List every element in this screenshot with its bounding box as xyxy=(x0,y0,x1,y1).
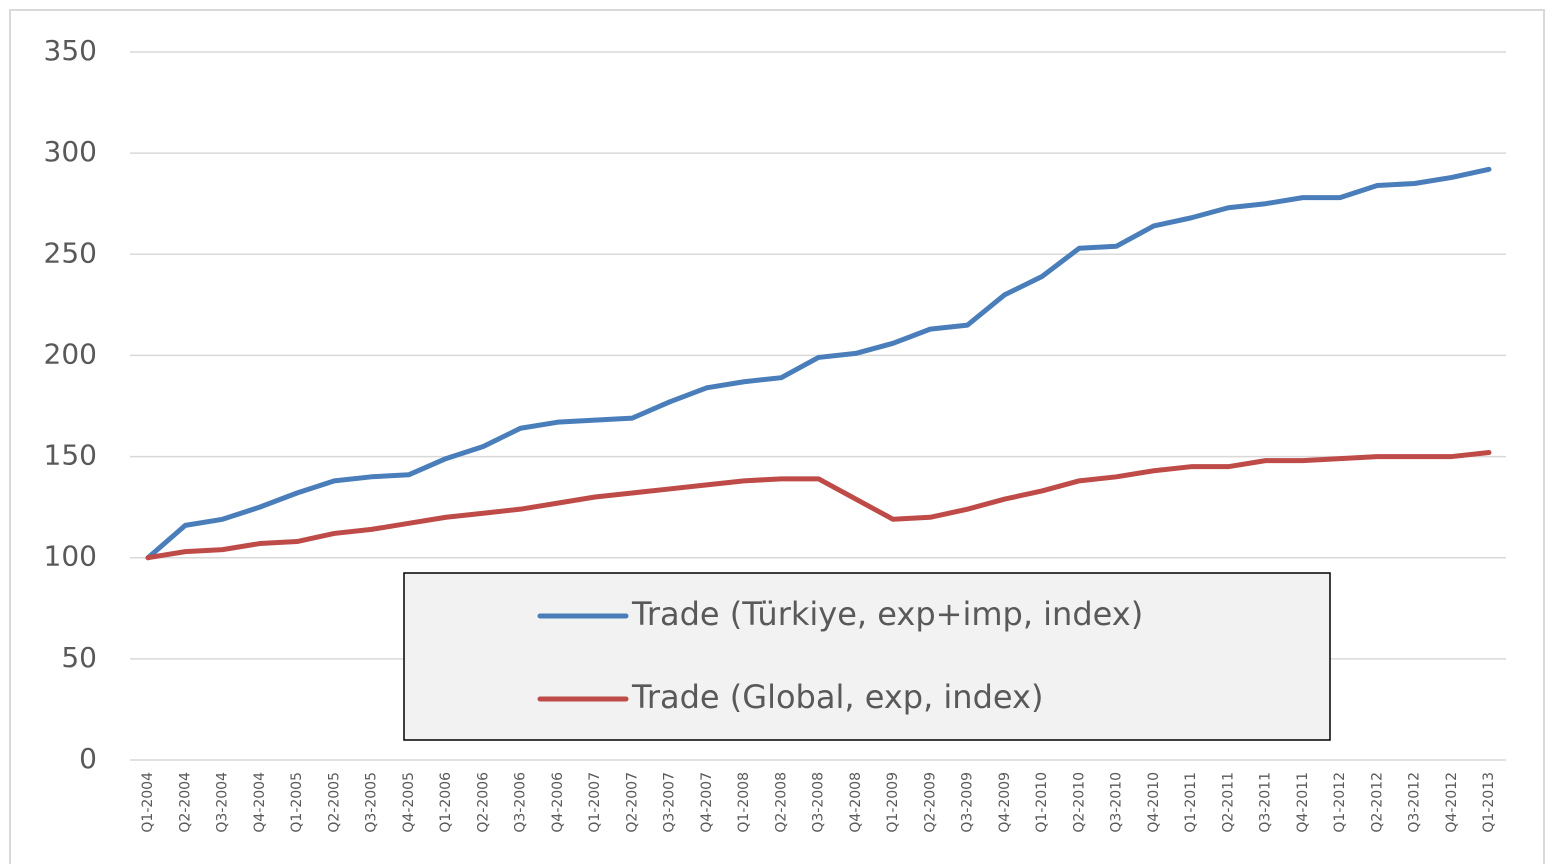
x-tick-label: Q3-2007 xyxy=(662,772,678,833)
x-tick-label: Q3-2012 xyxy=(1407,772,1423,833)
x-tick-label: Q2-2009 xyxy=(922,772,938,833)
x-tick-label: Q4-2008 xyxy=(848,772,864,833)
x-tick-label: Q4-2007 xyxy=(699,772,715,833)
y-tick-label: 300 xyxy=(44,135,97,168)
x-tick-label: Q3-2010 xyxy=(1109,772,1125,833)
x-tick-label: Q1-2011 xyxy=(1183,772,1199,833)
x-tick-label: Q2-2012 xyxy=(1369,772,1385,833)
x-tick-label: Q4-2006 xyxy=(550,772,566,833)
x-tick-label: Q2-2007 xyxy=(624,772,640,833)
x-tick-label: Q3-2004 xyxy=(215,772,231,833)
legend-label: Trade (Türkiye, exp+imp, index) xyxy=(631,595,1143,633)
x-tick-label: Q2-2008 xyxy=(773,772,789,833)
x-tick-label: Q4-2009 xyxy=(997,772,1013,833)
x-tick-label: Q4-2011 xyxy=(1295,772,1311,833)
x-tick-label: Q3-2011 xyxy=(1258,772,1274,833)
line-series xyxy=(145,450,1492,561)
x-tick-label: Q3-2005 xyxy=(364,772,380,833)
y-tick-label: 150 xyxy=(44,439,97,472)
y-tick-label: 350 xyxy=(44,34,97,67)
x-tick-label: Q4-2012 xyxy=(1444,772,1460,833)
y-tick-label: 250 xyxy=(44,236,97,269)
x-tick-label: Q1-2010 xyxy=(1034,772,1050,833)
legend-label: Trade (Global, exp, index) xyxy=(631,678,1043,716)
x-tick-label: Q1-2005 xyxy=(289,772,305,833)
x-tick-label: Q3-2006 xyxy=(513,772,529,833)
x-tick-label: Q3-2008 xyxy=(811,772,827,833)
line-series xyxy=(145,166,1492,561)
x-tick-label: Q2-2011 xyxy=(1220,772,1236,833)
x-tick-label: Q4-2004 xyxy=(252,772,268,833)
y-tick-label: 0 xyxy=(79,742,97,775)
x-tick-label: Q4-2005 xyxy=(401,772,417,833)
x-tick-label: Q1-2007 xyxy=(587,772,603,833)
x-tick-label: Q1-2013 xyxy=(1481,772,1497,833)
x-tick-label: Q1-2012 xyxy=(1332,772,1348,833)
x-tick-label: Q3-2009 xyxy=(960,772,976,833)
x-tick-label: Q1-2009 xyxy=(885,772,901,833)
x-tick-label: Q1-2006 xyxy=(438,772,454,833)
x-tick-label: Q4-2010 xyxy=(1146,772,1162,833)
x-tick-label: Q2-2006 xyxy=(475,772,491,833)
x-tick-label: Q1-2004 xyxy=(140,772,156,833)
y-tick-label: 200 xyxy=(44,337,97,370)
x-tick-label: Q2-2010 xyxy=(1071,772,1087,833)
y-tick-label: 100 xyxy=(44,540,97,573)
x-tick-label: Q1-2008 xyxy=(736,772,752,833)
y-tick-label: 50 xyxy=(61,641,97,674)
x-tick-label: Q2-2005 xyxy=(326,772,342,833)
legend-box xyxy=(403,572,1331,741)
x-tick-label: Q2-2004 xyxy=(177,772,193,833)
